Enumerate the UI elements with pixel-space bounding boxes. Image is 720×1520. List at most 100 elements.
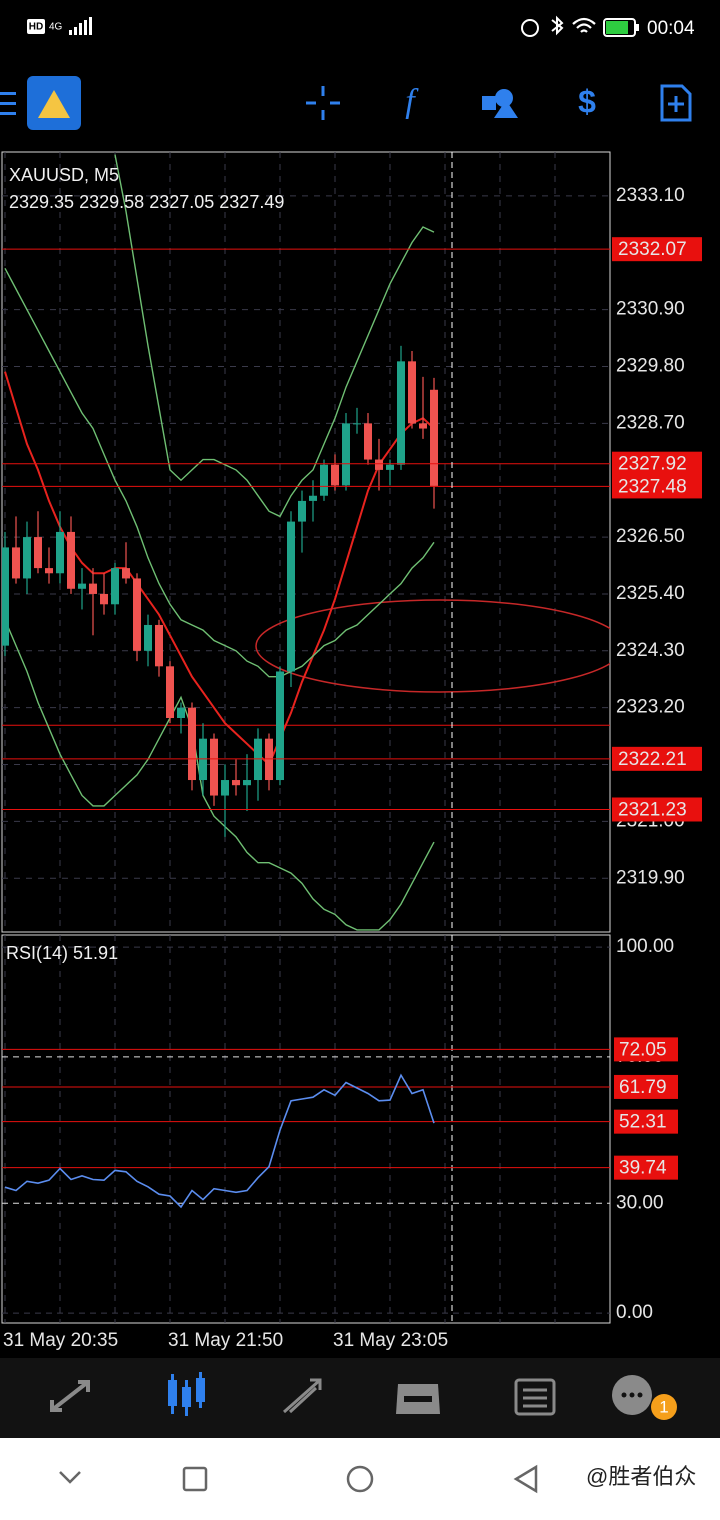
candle-body (276, 671, 284, 781)
y-tick-label: 2325.40 (616, 583, 685, 604)
candle-body (375, 459, 383, 470)
candle-body (408, 361, 416, 424)
price-level-label: 2332.07 (618, 239, 687, 260)
rsi-name: RSI(14) (6, 943, 68, 963)
rsi-tick-label: 100.00 (616, 936, 674, 957)
nav-bar (0, 1438, 720, 1520)
candle-body (386, 464, 394, 470)
signal (69, 17, 92, 35)
candle-body (188, 707, 196, 781)
crosshair-button[interactable] (306, 86, 340, 120)
tab-history[interactable] (396, 1384, 440, 1414)
candle-body (133, 578, 141, 651)
y-tick-label: 2328.70 (616, 412, 685, 433)
candle-body (78, 583, 86, 589)
candle-body (177, 707, 185, 719)
price-level-label: 2327.92 (618, 454, 687, 475)
candle-body (34, 537, 42, 569)
candle-body (111, 568, 119, 605)
price-level-box (612, 746, 702, 771)
candle-body (364, 423, 372, 460)
nav-down[interactable] (59, 1471, 81, 1484)
price-level-box (612, 797, 702, 822)
rsi-level-label: 39.74 (619, 1158, 667, 1179)
rsi-plot (2, 935, 610, 1323)
battery (603, 18, 636, 37)
candle-body (56, 531, 64, 574)
rsi-current: 51.91 (73, 943, 118, 963)
ohlc-low: 2327.05 (149, 192, 214, 212)
candle-body (144, 624, 152, 651)
objects-button[interactable] (482, 89, 518, 118)
y-tick-label: 2323.20 (616, 697, 685, 718)
ellipse-object (255, 599, 610, 693)
clock: 00:04 (647, 18, 695, 39)
x-tick-label: 31 May 23:05 (333, 1330, 448, 1351)
overlay-line (114, 154, 435, 518)
new-order-button[interactable] (660, 84, 692, 122)
y-tick-label: 2326.50 (616, 526, 685, 547)
candle-body (320, 464, 328, 496)
candle-body (210, 738, 218, 796)
candle-body (45, 568, 53, 574)
candle-body (419, 423, 427, 429)
y-tick-label: 2329.80 (616, 356, 685, 377)
rsi-level-box (614, 1074, 678, 1099)
nav-recent[interactable] (182, 1466, 208, 1492)
candle-body (287, 521, 295, 672)
axes: 2333.10 2330.90 2329.80 2328.70 2326.50 2325.… (3, 185, 702, 1351)
candle-body (12, 547, 20, 579)
tab-bar (0, 1358, 720, 1438)
battery-level (606, 21, 628, 34)
tab-messages[interactable] (612, 1375, 652, 1415)
candle-body (331, 464, 339, 486)
tab-chart[interactable] (168, 1372, 205, 1416)
status-bar: HD 4G 00:04 (27, 15, 695, 39)
rsi-line (4, 1073, 435, 1209)
rsi-level-box (614, 1109, 678, 1134)
candle-body (155, 624, 163, 667)
overlay-line (4, 371, 435, 767)
badge: 1 (659, 1397, 668, 1416)
tab-trade[interactable] (283, 1378, 322, 1414)
main-plot (2, 152, 610, 932)
candle-body (199, 738, 207, 781)
candle-body (342, 423, 350, 486)
candle-body (122, 568, 130, 579)
candle-body (100, 593, 108, 605)
main-panel (1, 151, 611, 933)
ohlc-header: 2329.35 2329.58 2327.05 2327.49 (9, 192, 284, 212)
ohlc-close: 2327.49 (219, 192, 284, 212)
watermark: @胜者伯众 (586, 1464, 696, 1489)
wifi-icon (572, 17, 596, 33)
y-tick-label: 2333.10 (616, 185, 685, 206)
symbol: XAUUSD, M5 (9, 165, 119, 185)
tab-quotes[interactable] (50, 1380, 90, 1412)
candle-body (221, 780, 229, 796)
sync-icon (521, 19, 539, 37)
y-tick-label: 2319.90 (616, 867, 685, 888)
candle-body (2, 547, 9, 646)
ohlc-high: 2329.58 (79, 192, 144, 212)
nav-back[interactable] (513, 1464, 538, 1494)
trade-button[interactable]: $ (578, 83, 596, 119)
hd-box (27, 19, 45, 34)
candle-body (254, 738, 262, 781)
candle-body (67, 531, 75, 589)
x-tick-label: 31 May 21:50 (168, 1330, 283, 1351)
price-level-label: 2321.23 (618, 800, 687, 821)
app-icon-glyph (38, 90, 70, 118)
rsi-panel (1, 934, 611, 1324)
candle-body (166, 666, 174, 719)
hd: HD (29, 22, 43, 33)
candle-body (23, 537, 31, 579)
candle-body (353, 423, 361, 425)
menu-button[interactable] (0, 92, 16, 115)
candle-body (265, 738, 273, 781)
nav-home[interactable] (346, 1465, 374, 1493)
rsi-tick-label: 30.00 (616, 1192, 664, 1213)
tab-news[interactable] (514, 1378, 556, 1416)
